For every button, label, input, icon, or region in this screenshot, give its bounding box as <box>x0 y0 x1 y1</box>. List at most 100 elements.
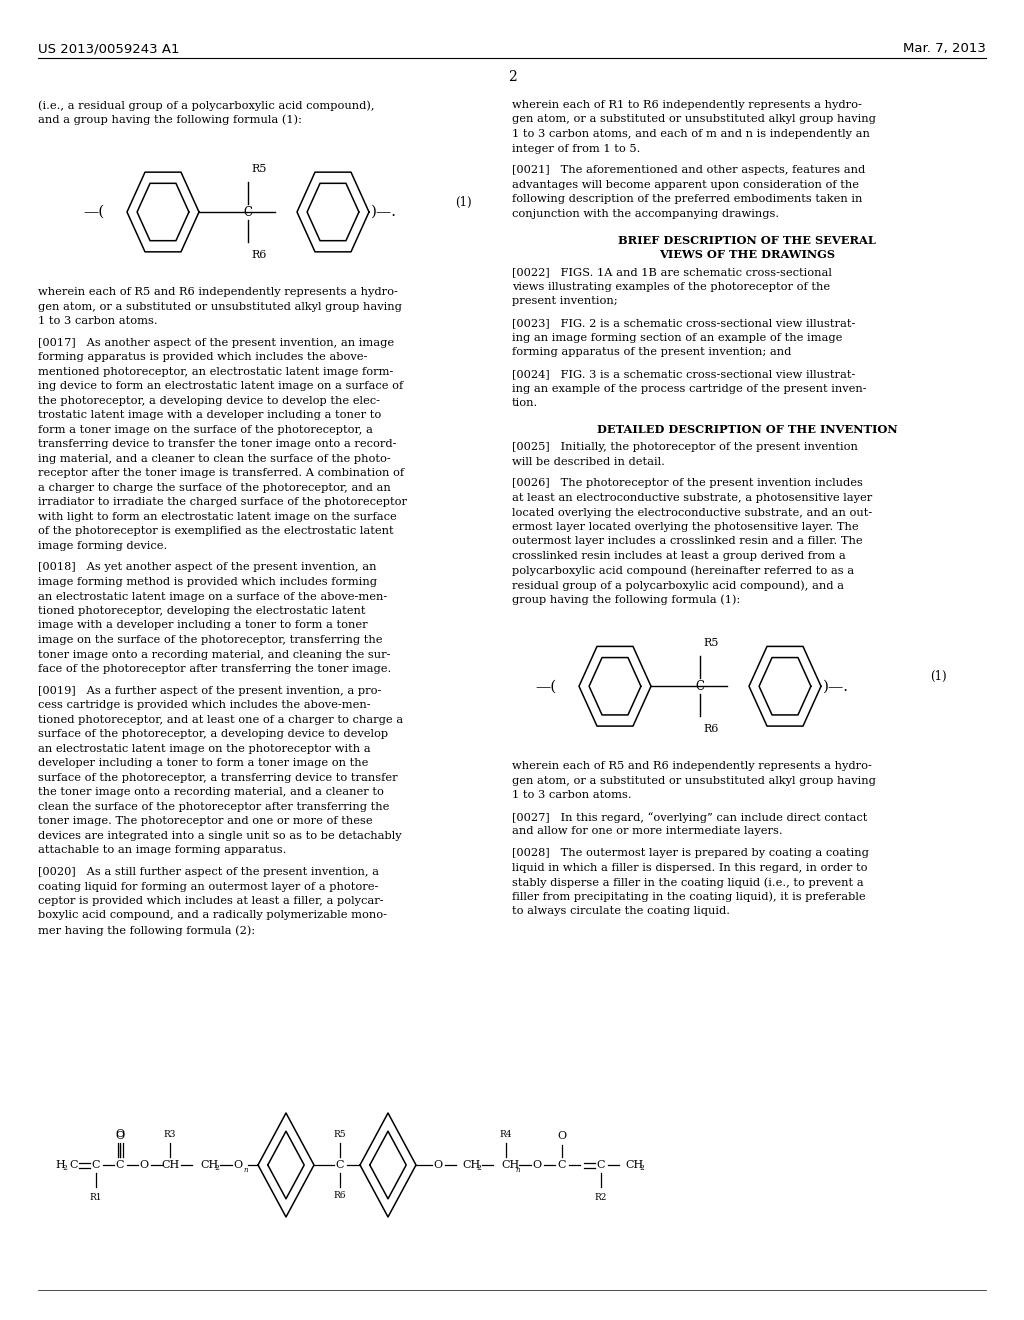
Text: R4: R4 <box>500 1130 512 1139</box>
Text: O: O <box>139 1160 148 1170</box>
Text: liquid in which a filler is dispersed. In this regard, in order to: liquid in which a filler is dispersed. I… <box>512 863 867 873</box>
Text: mentioned photoreceptor, an electrostatic latent image form-: mentioned photoreceptor, an electrostati… <box>38 367 393 376</box>
Text: O: O <box>116 1129 125 1139</box>
Text: CH: CH <box>200 1160 218 1170</box>
Text: )—.: )—. <box>371 205 397 219</box>
Text: O: O <box>433 1160 442 1170</box>
Text: R5: R5 <box>251 164 266 174</box>
Text: CH: CH <box>462 1160 480 1170</box>
Text: 1 to 3 carbon atoms, and each of m and n is independently an: 1 to 3 carbon atoms, and each of m and n… <box>512 129 869 139</box>
Text: conjunction with the accompanying drawings.: conjunction with the accompanying drawin… <box>512 209 779 219</box>
Text: CH: CH <box>501 1160 519 1170</box>
Text: stably disperse a filler in the coating liquid (i.e., to prevent a: stably disperse a filler in the coating … <box>512 878 863 888</box>
Text: O: O <box>532 1160 542 1170</box>
Text: image on the surface of the photoreceptor, transferring the: image on the surface of the photorecepto… <box>38 635 383 645</box>
Text: transferring device to transfer the toner image onto a record-: transferring device to transfer the tone… <box>38 440 396 449</box>
Text: attachable to an image forming apparatus.: attachable to an image forming apparatus… <box>38 845 287 855</box>
Text: located overlying the electroconductive substrate, and an out-: located overlying the electroconductive … <box>512 507 872 517</box>
Text: wherein each of R5 and R6 independently represents a hydro-: wherein each of R5 and R6 independently … <box>512 762 871 771</box>
Text: 1 to 3 carbon atoms.: 1 to 3 carbon atoms. <box>38 315 158 326</box>
Text: O: O <box>233 1160 243 1170</box>
Text: CH: CH <box>625 1160 643 1170</box>
Text: filler from precipitating in the coating liquid), it is preferable: filler from precipitating in the coating… <box>512 892 865 903</box>
Text: boxylic acid compound, and a radically polymerizable mono-: boxylic acid compound, and a radically p… <box>38 911 387 920</box>
Text: views illustrating examples of the photoreceptor of the: views illustrating examples of the photo… <box>512 282 830 292</box>
Text: BRIEF DESCRIPTION OF THE SEVERAL: BRIEF DESCRIPTION OF THE SEVERAL <box>618 235 876 246</box>
Text: wherein each of R5 and R6 independently represents a hydro-: wherein each of R5 and R6 independently … <box>38 286 398 297</box>
Text: 2: 2 <box>62 1164 67 1172</box>
Text: group having the following formula (1):: group having the following formula (1): <box>512 594 740 605</box>
Text: R2: R2 <box>595 1193 607 1203</box>
Text: polycarboxylic acid compound (hereinafter referred to as a: polycarboxylic acid compound (hereinafte… <box>512 565 854 576</box>
Text: cess cartridge is provided which includes the above-men-: cess cartridge is provided which include… <box>38 700 371 710</box>
Text: ing an example of the process cartridge of the present inven-: ing an example of the process cartridge … <box>512 384 866 393</box>
Text: wherein each of R1 to R6 independently represents a hydro-: wherein each of R1 to R6 independently r… <box>512 100 862 110</box>
Text: forming apparatus of the present invention; and: forming apparatus of the present inventi… <box>512 347 792 358</box>
Text: —(: —( <box>84 205 105 219</box>
Text: crosslinked resin includes at least a group derived from a: crosslinked resin includes at least a gr… <box>512 550 846 561</box>
Text: surface of the photoreceptor, a developing device to develop: surface of the photoreceptor, a developi… <box>38 729 388 739</box>
Text: gen atom, or a substituted or unsubstituted alkyl group having: gen atom, or a substituted or unsubstitu… <box>512 115 876 124</box>
Text: R5: R5 <box>334 1130 346 1139</box>
Text: 2: 2 <box>214 1164 219 1172</box>
Text: O: O <box>557 1131 566 1140</box>
Text: C: C <box>558 1160 566 1170</box>
Text: tioned photoreceptor, and at least one of a charger to charge a: tioned photoreceptor, and at least one o… <box>38 714 403 725</box>
Text: an electrostatic latent image on the photoreceptor with a: an electrostatic latent image on the pho… <box>38 743 371 754</box>
Text: with light to form an electrostatic latent image on the surface: with light to form an electrostatic late… <box>38 512 396 521</box>
Text: C: C <box>69 1160 78 1170</box>
Text: n: n <box>515 1166 519 1173</box>
Text: n: n <box>244 1166 249 1173</box>
Text: at least an electroconductive substrate, a photosensitive layer: at least an electroconductive substrate,… <box>512 492 872 503</box>
Text: ing material, and a cleaner to clean the surface of the photo-: ing material, and a cleaner to clean the… <box>38 454 391 463</box>
Text: C: C <box>92 1160 100 1170</box>
Text: R6: R6 <box>251 249 266 260</box>
Text: CH: CH <box>161 1160 179 1170</box>
Text: mer having the following formula (2):: mer having the following formula (2): <box>38 925 255 936</box>
Text: image forming method is provided which includes forming: image forming method is provided which i… <box>38 577 377 587</box>
Text: C: C <box>116 1160 124 1170</box>
Text: DETAILED DESCRIPTION OF THE INVENTION: DETAILED DESCRIPTION OF THE INVENTION <box>597 424 897 434</box>
Text: ing an image forming section of an example of the image: ing an image forming section of an examp… <box>512 333 843 343</box>
Text: —(: —( <box>536 680 557 693</box>
Text: R1: R1 <box>90 1193 102 1203</box>
Text: [0024]   FIG. 3 is a schematic cross-sectional view illustrat-: [0024] FIG. 3 is a schematic cross-secti… <box>512 370 855 379</box>
Text: the photoreceptor, a developing device to develop the elec-: the photoreceptor, a developing device t… <box>38 396 380 405</box>
Text: 1 to 3 carbon atoms.: 1 to 3 carbon atoms. <box>512 791 632 800</box>
Text: [0019]   As a further aspect of the present invention, a pro-: [0019] As a further aspect of the presen… <box>38 686 381 696</box>
Text: of the photoreceptor is exemplified as the electrostatic latent: of the photoreceptor is exemplified as t… <box>38 527 393 536</box>
Text: [0027]   In this regard, “overlying” can include direct contact: [0027] In this regard, “overlying” can i… <box>512 812 867 822</box>
Text: ermost layer located overlying the photosensitive layer. The: ermost layer located overlying the photo… <box>512 521 859 532</box>
Text: [0026]   The photoreceptor of the present invention includes: [0026] The photoreceptor of the present … <box>512 479 863 488</box>
Text: image with a developer including a toner to form a toner: image with a developer including a toner… <box>38 620 368 631</box>
Text: image forming device.: image forming device. <box>38 541 167 550</box>
Text: R3: R3 <box>164 1130 176 1139</box>
Text: surface of the photoreceptor, a transferring device to transfer: surface of the photoreceptor, a transfer… <box>38 772 397 783</box>
Text: integer of from 1 to 5.: integer of from 1 to 5. <box>512 144 640 153</box>
Text: form a toner image on the surface of the photoreceptor, a: form a toner image on the surface of the… <box>38 425 373 434</box>
Text: R5: R5 <box>703 639 719 648</box>
Text: ceptor is provided which includes at least a filler, a polycar-: ceptor is provided which includes at lea… <box>38 896 384 906</box>
Text: coating liquid for forming an outermost layer of a photore-: coating liquid for forming an outermost … <box>38 882 379 891</box>
Text: O: O <box>116 1131 125 1140</box>
Text: following description of the preferred embodiments taken in: following description of the preferred e… <box>512 194 862 205</box>
Text: gen atom, or a substituted or unsubstituted alkyl group having: gen atom, or a substituted or unsubstitu… <box>38 301 401 312</box>
Text: residual group of a polycarboxylic acid compound), and a: residual group of a polycarboxylic acid … <box>512 579 844 590</box>
Text: [0023]   FIG. 2 is a schematic cross-sectional view illustrat-: [0023] FIG. 2 is a schematic cross-secti… <box>512 318 855 329</box>
Text: 2: 2 <box>639 1164 644 1172</box>
Text: C: C <box>336 1160 344 1170</box>
Text: [0017]   As another aspect of the present invention, an image: [0017] As another aspect of the present … <box>38 338 394 347</box>
Text: )—.: )—. <box>823 680 849 693</box>
Text: [0025]   Initially, the photoreceptor of the present invention: [0025] Initially, the photoreceptor of t… <box>512 442 858 453</box>
Text: (1): (1) <box>930 669 946 682</box>
Text: ing device to form an electrostatic latent image on a surface of: ing device to form an electrostatic late… <box>38 381 403 391</box>
Text: R6: R6 <box>334 1191 346 1200</box>
Text: clean the surface of the photoreceptor after transferring the: clean the surface of the photoreceptor a… <box>38 801 389 812</box>
Text: tioned photoreceptor, developing the electrostatic latent: tioned photoreceptor, developing the ele… <box>38 606 366 616</box>
Text: to always circulate the coating liquid.: to always circulate the coating liquid. <box>512 907 730 916</box>
Text: C: C <box>244 206 253 219</box>
Text: advantages will become apparent upon consideration of the: advantages will become apparent upon con… <box>512 180 859 190</box>
Text: an electrostatic latent image on a surface of the above-men-: an electrostatic latent image on a surfa… <box>38 591 387 602</box>
Text: [0022]   FIGS. 1A and 1B are schematic cross-sectional: [0022] FIGS. 1A and 1B are schematic cro… <box>512 268 831 277</box>
Text: devices are integrated into a single unit so as to be detachably: devices are integrated into a single uni… <box>38 830 401 841</box>
